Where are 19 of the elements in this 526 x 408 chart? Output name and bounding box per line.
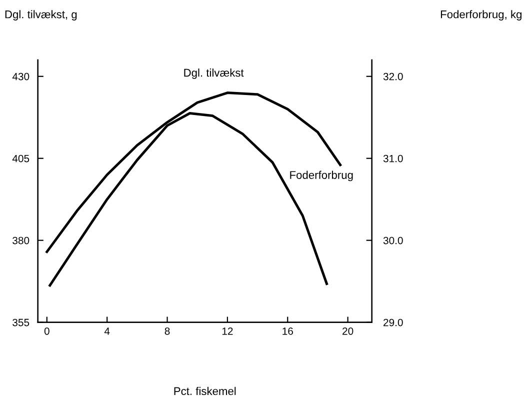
series-label: Dgl. tilvækst	[184, 68, 244, 79]
y2-tick-label: 32.0	[383, 72, 403, 80]
x-axis-title: Pct. fiskemel	[174, 386, 236, 396]
x-tick-label: 8	[164, 327, 170, 335]
y-tick-label: 430	[12, 72, 30, 80]
y-tick-label: 380	[12, 236, 30, 244]
x-tick-label: 12	[222, 327, 233, 335]
y2-axis-title: Foderforbrug, kg	[440, 10, 522, 20]
y2-tick-label: 30.0	[383, 236, 403, 244]
y2-tick-label: 31.0	[383, 154, 403, 162]
x-tick-label: 0	[44, 327, 50, 335]
x-tick-label: 16	[282, 327, 293, 335]
y-tick-label: 405	[12, 154, 30, 162]
y2-tick-label: 29.0	[384, 318, 403, 326]
y-tick-label: 355	[12, 318, 30, 326]
y-axis-title: Dgl. tilvækst, g	[5, 10, 77, 20]
x-tick-label: 20	[342, 327, 354, 335]
series-label: Foderforbrug	[290, 170, 353, 182]
x-tick-label: 4	[104, 328, 110, 335]
